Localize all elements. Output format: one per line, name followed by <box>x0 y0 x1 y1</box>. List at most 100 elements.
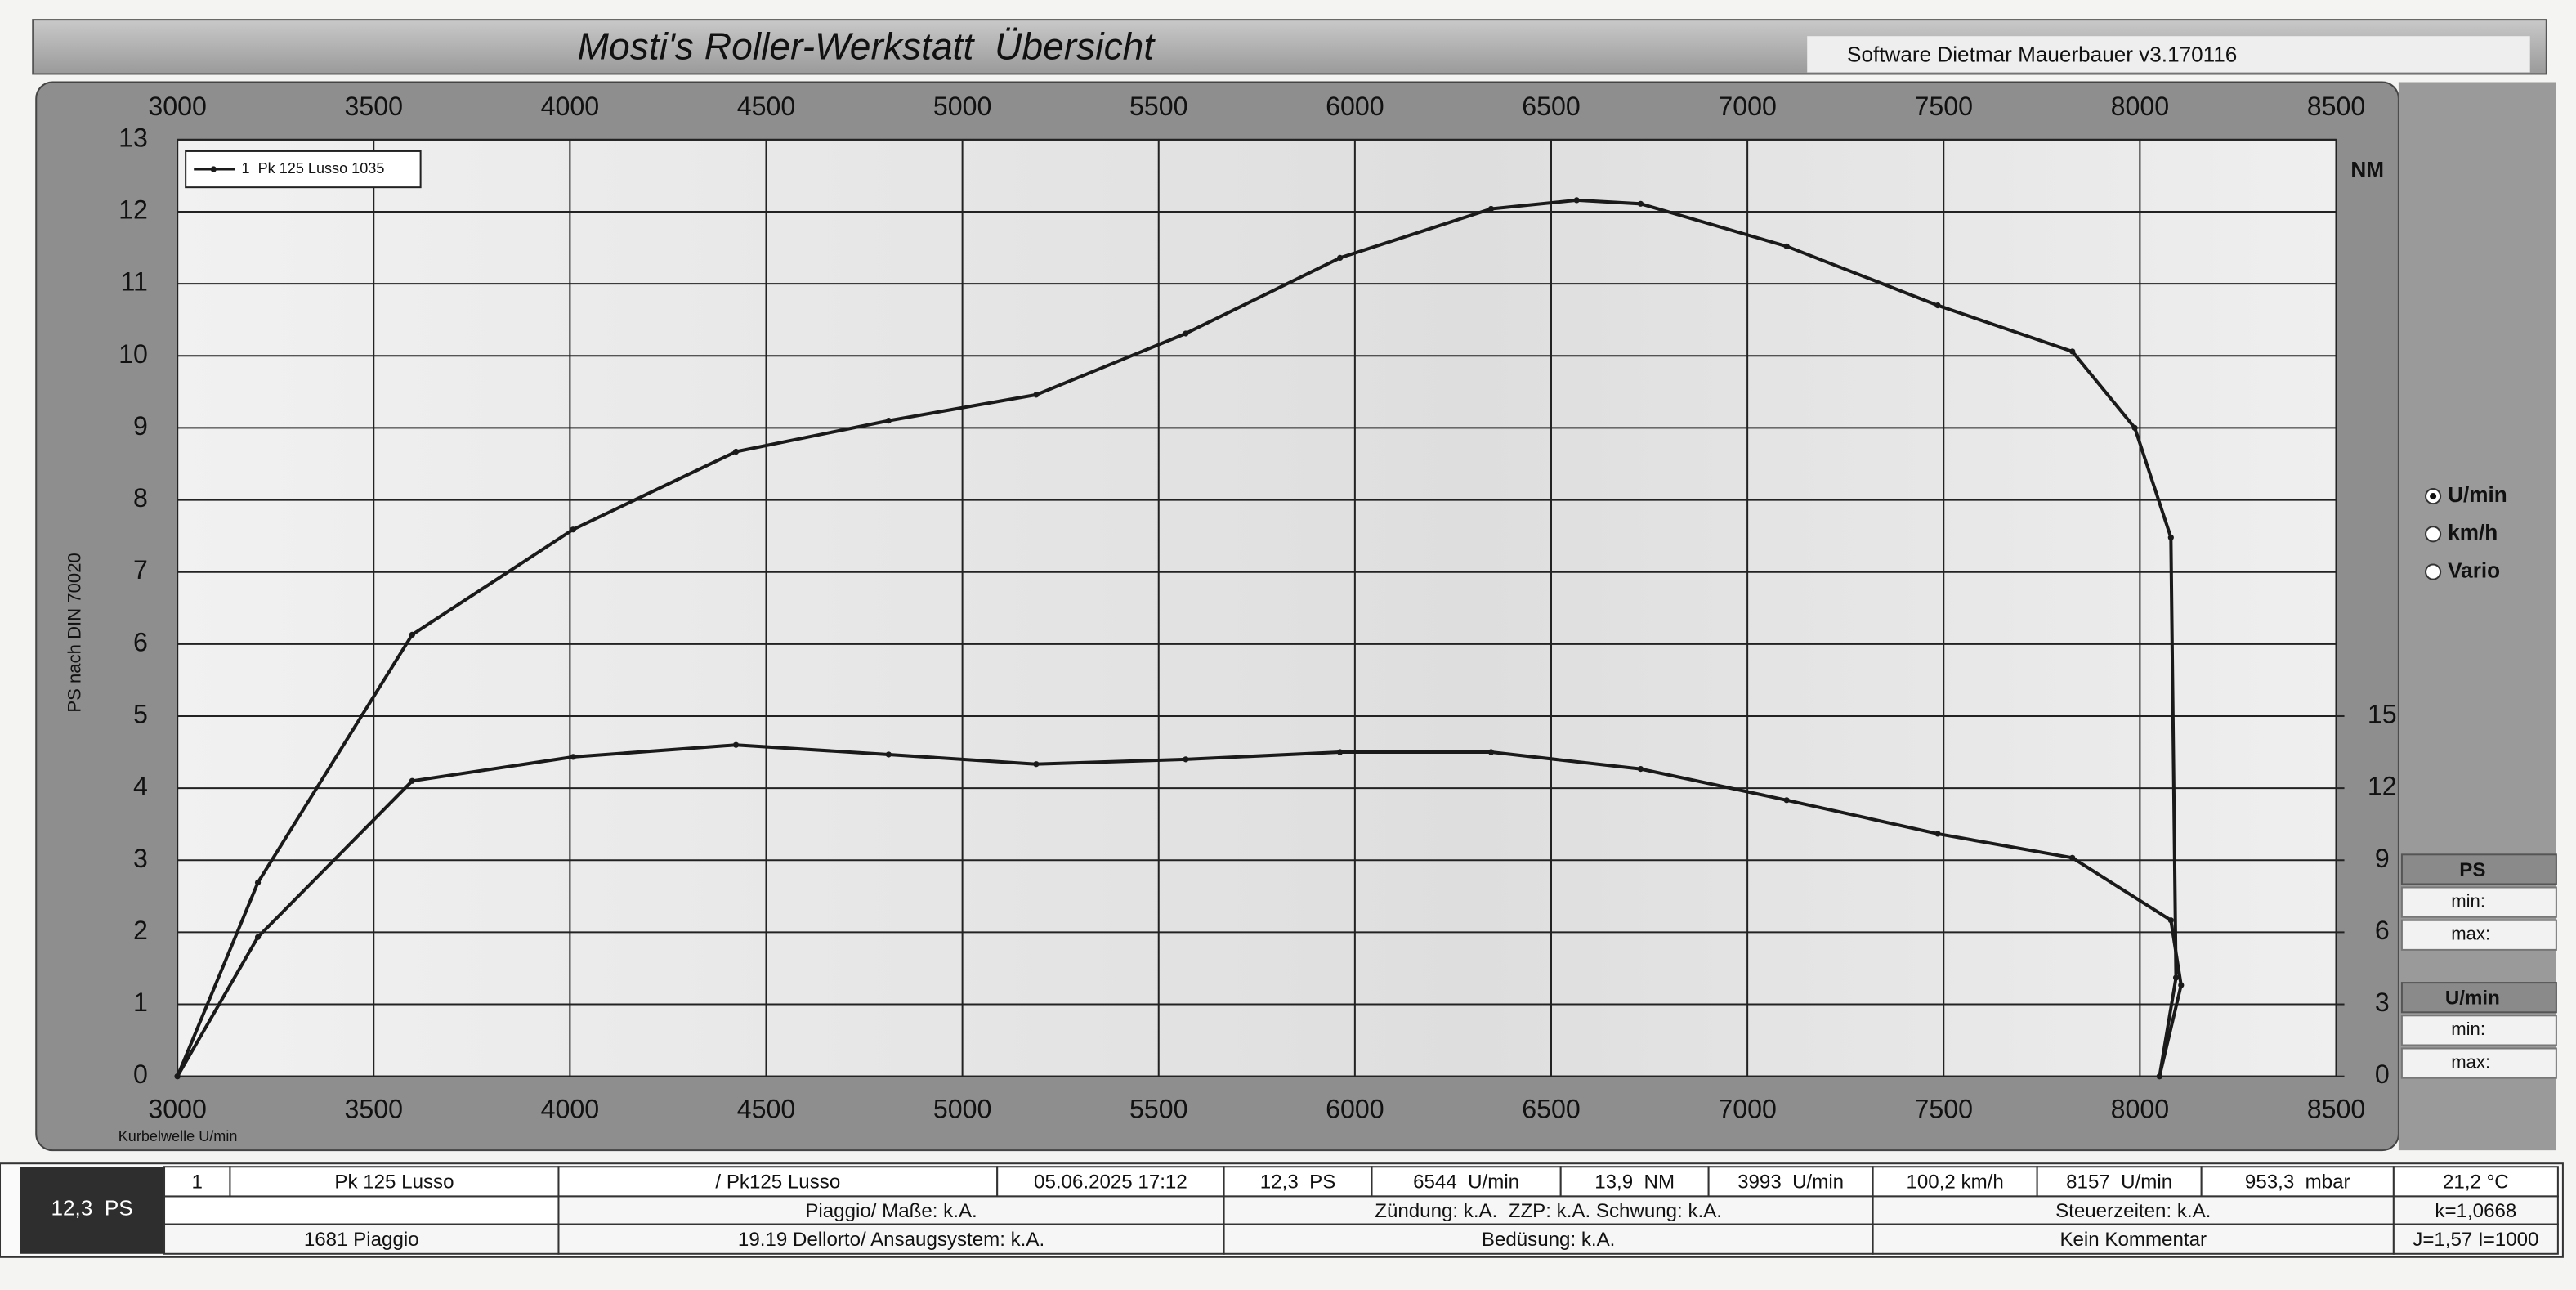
point <box>409 631 415 638</box>
table-text: Piaggio/ Maße: k.A. <box>805 1200 977 1222</box>
radio-label[interactable]: Vario <box>2448 558 2500 582</box>
summary: 12,3 PS <box>51 1195 132 1220</box>
point <box>1637 765 1644 773</box>
plot: 3000300035003500400040004500450050005000… <box>119 92 2397 1123</box>
point <box>1033 392 1040 398</box>
point <box>570 754 576 760</box>
table-text: Pk 125 Lusso <box>334 1171 454 1194</box>
point <box>885 417 892 424</box>
x-tick-label-top: 7000 <box>1718 92 1777 121</box>
table-cell <box>163 1223 560 1255</box>
point <box>1337 254 1344 262</box>
x-tick-label-top: 3000 <box>148 92 207 121</box>
x-tick-label-top: 7500 <box>1914 92 1973 121</box>
y-tick-label: 11 <box>121 267 148 297</box>
table-text: 8157 U/min <box>2066 1171 2172 1194</box>
table-text: Kein Kommentar <box>2059 1229 2207 1251</box>
table-text: 6544 U/min <box>1413 1171 1519 1194</box>
x-axis-label: Kurbelwelle U/min <box>119 1128 238 1144</box>
x-tick-label: 6500 <box>1522 1094 1581 1123</box>
point <box>2172 974 2180 981</box>
point <box>1783 797 1790 804</box>
radio-label[interactable]: U/min <box>2448 482 2507 507</box>
table-text: k=1,0668 <box>2435 1200 2516 1222</box>
y-tick-label: 13 <box>119 123 148 152</box>
side-panel <box>2398 82 2556 1151</box>
x-tick-label: 5000 <box>933 1094 992 1123</box>
side-controls: U/min km/h Vario PS min: max: U/min min: max: <box>2400 482 2557 1079</box>
point <box>1637 200 1644 207</box>
y-tick-label: 2 <box>133 916 148 945</box>
legend-box <box>185 150 422 189</box>
table-text: 953,3 mbar <box>2245 1171 2350 1194</box>
point <box>2069 854 2076 861</box>
software-box <box>1807 36 2530 73</box>
table-text: Steuerzeiten: k.A. <box>2055 1200 2211 1222</box>
x-tick-label-top: 6500 <box>1522 92 1581 121</box>
plot-border <box>177 138 2337 1077</box>
point <box>254 879 262 886</box>
radio-button[interactable] <box>2425 563 2442 580</box>
point <box>1487 205 1495 213</box>
table-text: 13,9 NM <box>1594 1171 1675 1194</box>
table-text: 19.19 Dellorto/ Ansaugsystem: k.A. <box>738 1229 1044 1251</box>
x-tick-label: 7000 <box>1718 1094 1777 1123</box>
y2-tick-label: 0 <box>2375 1059 2390 1089</box>
table-text: Zündung: k.A. ZZP: k.A. Schwung: k.A. <box>1375 1200 1722 1222</box>
y2-tick-label: 6 <box>2375 916 2390 945</box>
table-cell <box>557 1195 1225 1225</box>
radio-dot <box>2430 493 2437 500</box>
table-cell <box>2392 1223 2559 1255</box>
group-row-label: min: <box>2451 890 2485 911</box>
x-tick-label: 7500 <box>1914 1094 1973 1123</box>
x-tick-label: 4500 <box>737 1094 796 1123</box>
table-text: 1 <box>192 1171 203 1194</box>
table-text: Bedüsung: k.A. <box>1482 1229 1616 1251</box>
group-row-label: min: <box>2451 1019 2485 1039</box>
y-tick-label: 7 <box>133 555 148 585</box>
y2-tick-label: 15 <box>2368 699 2397 728</box>
point <box>2178 982 2185 988</box>
point <box>2156 1073 2163 1080</box>
y-axis-label: PS nach DIN 70020 <box>64 553 84 712</box>
point <box>1934 831 1941 837</box>
radio-button[interactable] <box>2425 526 2442 543</box>
point <box>1573 197 1580 204</box>
point <box>1183 330 1189 337</box>
y-tick-label: 3 <box>133 844 148 873</box>
table-text: 05.06.2025 17:12 <box>1034 1171 1187 1194</box>
table-cell <box>1872 1223 2395 1255</box>
y2-tick-label: 12 <box>2368 772 2397 801</box>
table-text: J=1,57 I=1000 <box>2413 1229 2538 1251</box>
plot-area <box>177 139 2337 1077</box>
x-tick-label-top: 6000 <box>1326 92 1384 121</box>
x-tick-label-top: 5500 <box>1129 92 1188 121</box>
point <box>732 741 740 748</box>
x-tick-label: 5500 <box>1129 1094 1188 1123</box>
y-tick-label: 0 <box>133 1059 148 1089</box>
table: 1 Pk 125 Lusso / Pk125 Lusso 05.06.2025 17:… <box>163 1166 2559 1255</box>
x-tick-label-top: 3500 <box>344 92 403 121</box>
table-text: 12,3 PS <box>1260 1171 1335 1194</box>
group-row <box>2400 1015 2557 1046</box>
title: Mosti's Roller-Werkstatt Übersicht <box>578 25 1156 68</box>
table-text: 1681 Piaggio <box>304 1229 419 1251</box>
group-row-label: max: <box>2451 1051 2490 1072</box>
y-tick-label: 1 <box>133 988 148 1017</box>
y-tick-label: 8 <box>133 483 148 513</box>
radio-label[interactable]: km/h <box>2448 520 2498 544</box>
point <box>409 777 415 784</box>
x-tick-label: 6000 <box>1326 1094 1384 1123</box>
y-tick-label: 12 <box>119 195 148 225</box>
table-cell <box>229 1166 560 1198</box>
table-cell <box>2392 1195 2559 1225</box>
point <box>1337 749 1344 755</box>
x-tick-label-top: 5000 <box>933 92 992 121</box>
x-tick-label: 3000 <box>148 1094 207 1123</box>
legend-label: 1 Pk 125 Lusso 1035 <box>242 160 385 177</box>
software: Software Dietmar Mauerbauer v3.170116 <box>1847 42 2237 66</box>
table-cell <box>996 1166 1225 1198</box>
table-text: / Pk125 Lusso <box>715 1171 840 1194</box>
y2-tick-label: 3 <box>2375 988 2390 1017</box>
